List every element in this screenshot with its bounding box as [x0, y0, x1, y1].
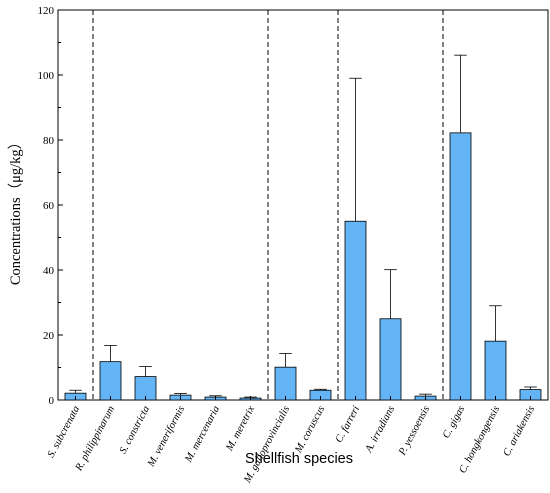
x-tick-label-4: M. veneriformis: [145, 404, 187, 469]
error-bars: [69, 54, 537, 399]
x-tick-label-5: M. mercenaria: [183, 404, 222, 465]
y-tick-label-1: 0: [49, 395, 55, 407]
bar-2: [99, 361, 122, 401]
bars: [64, 132, 542, 401]
bar-10: [379, 318, 402, 401]
x-tick-label-8: M. coruscus: [293, 404, 327, 455]
y-axis: 0 20 40 60 80 100 120: [38, 5, 63, 407]
x-tick-label-6: M. meretrix: [224, 404, 257, 454]
y-tick-label-4: 60: [43, 200, 55, 212]
bar-12: [449, 132, 472, 401]
bar-13: [484, 340, 507, 401]
x-tick-label-9: C. farreri: [334, 404, 362, 444]
y-tick-label-7: 120: [38, 5, 55, 17]
plot-border: [57, 9, 549, 401]
x-tick-label-1: S. subcrenata: [46, 404, 82, 459]
x-tick-label-12: C. gigas: [441, 404, 467, 440]
x-axis-title: Shellfish species: [245, 451, 353, 467]
x-tick-label-10: A. irradians: [363, 404, 397, 455]
y-tick-label-2: 20: [43, 330, 55, 342]
x-tick-label-3: S. constricta: [118, 404, 152, 456]
y-axis-title: Concentrations（μg/kg）: [7, 135, 24, 285]
x-tick-label-2: R. philippinarum: [73, 404, 117, 474]
y-tick-label-3: 40: [43, 265, 55, 277]
plot-frame: [57, 9, 549, 401]
bar-7: [274, 366, 297, 401]
x-tick-label-11: P. yessoensis: [397, 404, 433, 458]
group-separators: [92, 10, 444, 400]
y-tick-label-5: 80: [43, 135, 55, 147]
bar-9: [344, 220, 367, 401]
x-tick-label-14: C. ariakensis: [501, 404, 537, 458]
y-tick-label-6: 100: [38, 70, 55, 82]
